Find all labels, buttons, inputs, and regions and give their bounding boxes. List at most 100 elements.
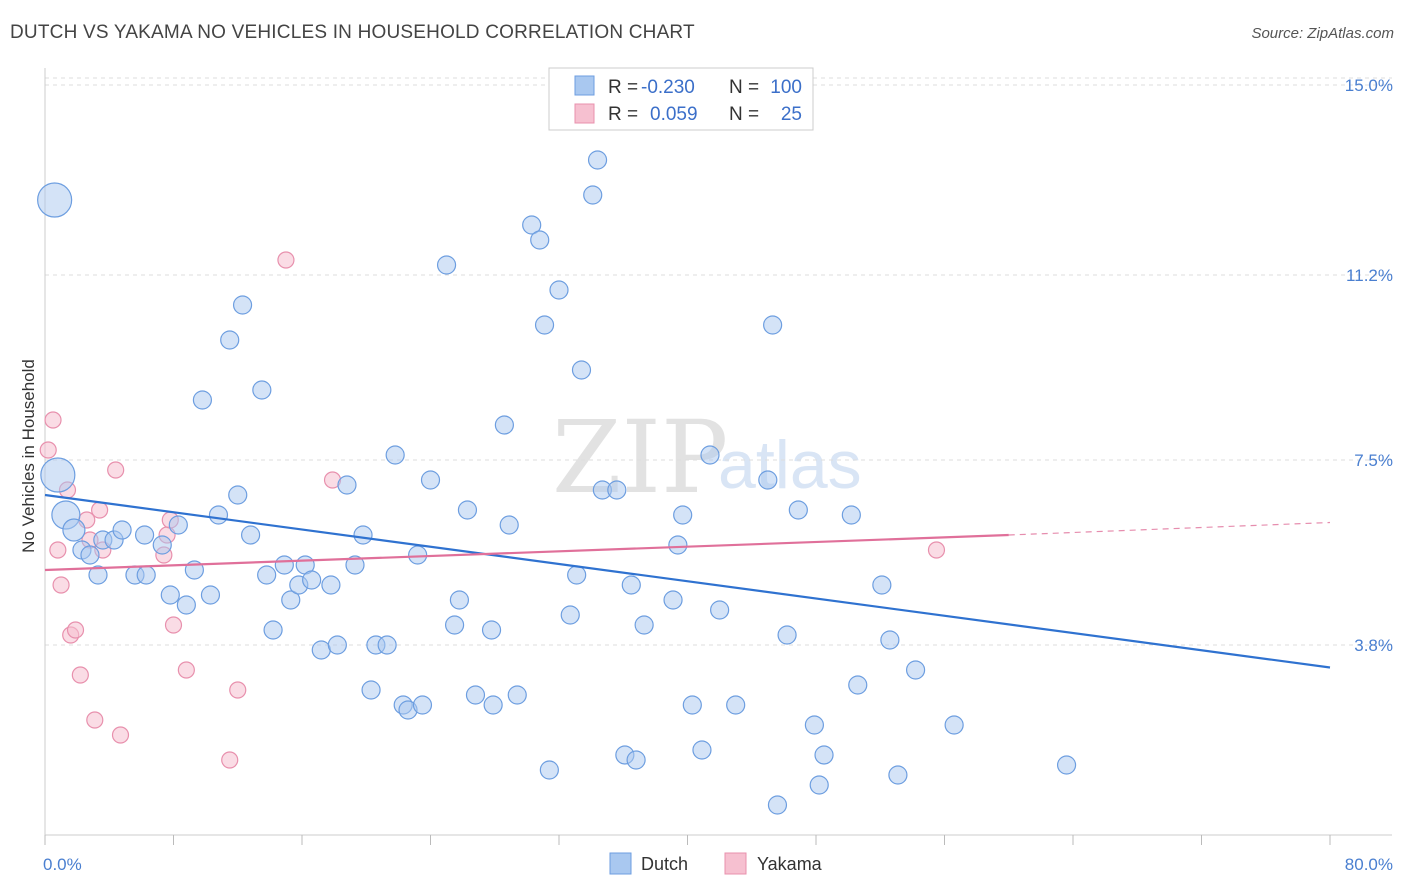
dutch-point — [321, 575, 341, 595]
dutch-point — [710, 600, 730, 620]
dutch-point — [311, 640, 331, 660]
legend-n-value-yakama: 25 — [781, 104, 802, 125]
dutch-point — [377, 635, 397, 655]
dutch-point — [353, 525, 373, 545]
bottom-legend-label-dutch: Dutch — [641, 854, 688, 874]
dutch-point — [1056, 755, 1077, 775]
dutch-point — [841, 505, 861, 525]
dutch-point — [80, 545, 100, 565]
dutch-point — [337, 475, 357, 495]
legend-r-label-yakama: R = — [608, 104, 638, 125]
yakama-point — [52, 576, 70, 594]
yakama-trend-extension — [1008, 521, 1331, 536]
legend-swatch-yakama — [574, 103, 595, 124]
dutch-point — [208, 505, 229, 525]
dutch-point — [274, 555, 294, 575]
dutch-point — [62, 518, 86, 542]
dutch-point — [634, 615, 654, 635]
dutch-point — [549, 280, 569, 300]
legend-n-label-dutch: N = — [729, 77, 759, 98]
dutch-point — [848, 675, 868, 695]
dutch-point — [530, 230, 550, 250]
chart-title: DUTCH VS YAKAMA NO VEHICLES IN HOUSEHOLD… — [10, 22, 695, 43]
dutch-point — [168, 515, 188, 535]
dutch-point — [136, 565, 156, 585]
yakama-point — [111, 726, 130, 744]
dutch-point — [483, 695, 503, 715]
dutch-point — [583, 185, 603, 205]
dutch-point — [263, 620, 283, 640]
yakama-point — [221, 751, 239, 769]
dutch-trend-line — [44, 493, 1331, 669]
yakama-points — [39, 251, 946, 769]
legend-r-value-dutch: -0.230 — [641, 77, 695, 98]
dutch-point — [788, 500, 808, 520]
trend-layer — [44, 493, 1331, 669]
chart-source: Source: ZipAtlas.com — [1251, 25, 1394, 42]
bottom-legend: Dutch Yakama — [609, 852, 823, 875]
dutch-point — [758, 470, 778, 490]
yakama-point — [44, 411, 62, 429]
dutch-point — [408, 545, 428, 565]
dutch-point — [767, 795, 788, 815]
y-tick-label: 15.0% — [1345, 76, 1393, 95]
dutch-point — [560, 605, 580, 625]
yakama-point — [91, 501, 109, 519]
dutch-point — [444, 615, 465, 635]
dutch-point — [905, 660, 926, 680]
y-tick-label: 7.5% — [1354, 451, 1393, 470]
x-tick-label: 0.0% — [43, 855, 82, 874]
bottom-legend-label-yakama: Yakama — [757, 854, 823, 874]
legend-r-value-yakama: 0.059 — [650, 104, 698, 125]
dutch-point — [872, 575, 892, 595]
yakama-trend-line — [44, 533, 1009, 572]
watermark: ZIP atlas — [552, 399, 862, 516]
yakama-point — [66, 621, 85, 639]
dutch-point — [804, 715, 824, 735]
dutch-point — [763, 315, 783, 335]
grid-layer — [45, 77, 1392, 646]
dutch-point — [281, 590, 301, 610]
dutch-point — [220, 330, 240, 350]
legend-n-value-dutch: 100 — [770, 77, 802, 98]
yakama-point — [71, 666, 89, 684]
dutch-point — [682, 695, 702, 715]
dutch-point — [522, 215, 542, 235]
yakama-point — [86, 711, 104, 729]
dutch-point — [888, 765, 908, 785]
legend-r-label-dutch: R = — [608, 77, 638, 98]
dutch-point — [257, 565, 277, 585]
dutch-point — [134, 525, 155, 545]
dutch-point — [160, 585, 180, 605]
dutch-point — [726, 695, 746, 715]
watermark-atlas: atlas — [718, 427, 862, 503]
dutch-point — [200, 585, 221, 605]
dutch-point — [668, 535, 688, 555]
dutch-point — [420, 470, 441, 490]
dutch-point — [412, 695, 433, 715]
dutch-point — [571, 360, 592, 380]
dutch-point — [621, 575, 641, 595]
dutch-point — [465, 685, 486, 705]
yakama-point — [39, 441, 57, 459]
x-tick-label: 80.0% — [1345, 855, 1393, 874]
dutch-point — [152, 535, 172, 555]
dutch-points — [37, 150, 1077, 815]
yakama-point — [107, 461, 125, 479]
dutch-point — [232, 295, 253, 315]
dutch-point — [449, 590, 470, 610]
dutch-point — [499, 515, 519, 535]
yakama-point — [277, 251, 295, 269]
yakama-point — [164, 616, 183, 634]
dutch-point — [814, 745, 834, 765]
dutch-point — [345, 555, 365, 575]
dutch-point — [494, 415, 514, 435]
dutch-point — [626, 750, 646, 770]
dutch-point — [361, 680, 381, 700]
yakama-point — [927, 541, 946, 559]
watermark-zip: ZIP — [552, 399, 728, 516]
dutch-point — [944, 715, 964, 735]
dutch-point — [112, 520, 132, 540]
dutch-point — [228, 485, 248, 505]
